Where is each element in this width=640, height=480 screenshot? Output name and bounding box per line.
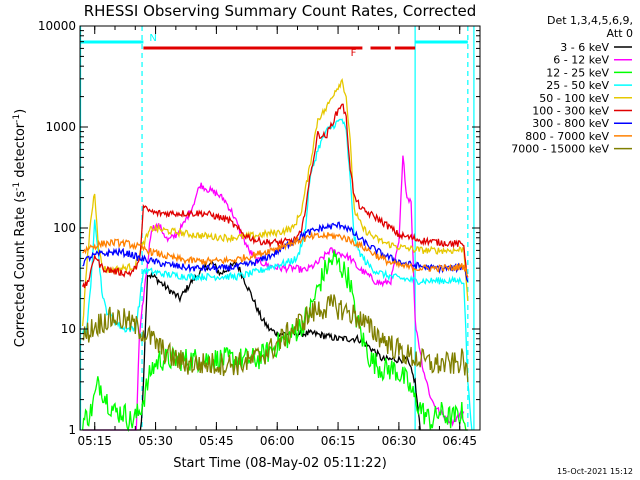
x-tick-label: 05:30	[138, 434, 173, 448]
x-tick-label: 06:45	[442, 434, 477, 448]
series-line	[81, 103, 469, 289]
legend-label: 25 - 50 keV	[546, 79, 609, 92]
y-tick-label: 10	[61, 322, 76, 336]
legend-label: 50 - 100 keV	[539, 92, 609, 105]
y-tick-label: 100	[53, 221, 76, 235]
y-tick-label: 10000	[38, 19, 76, 33]
x-tick-label: 06:00	[260, 434, 295, 448]
legend-label: 300 - 800 keV	[532, 117, 609, 130]
x-axis-label: Start Time (08-May-02 05:11:22)	[173, 456, 387, 471]
x-tick-label: 06:15	[321, 434, 356, 448]
y-axis-label-end: )	[13, 109, 28, 114]
y-axis-label-sup1: -1	[12, 182, 22, 191]
series-line	[81, 250, 468, 433]
footer-date: 15-Oct-2021 15:12	[557, 467, 633, 476]
legend-title: Det 1,3,4,5,6,9,	[547, 14, 633, 27]
series-line	[82, 231, 469, 278]
series-line	[82, 294, 469, 383]
x-tick-label: 06:30	[382, 434, 417, 448]
x-tick-label: 05:45	[199, 434, 234, 448]
y-axis-label-mid: detector	[13, 122, 28, 182]
legend-label: 3 - 6 keV	[560, 41, 609, 54]
legend-label: 800 - 7000 keV	[525, 130, 609, 143]
legend-subtitle: Att 0	[607, 27, 633, 40]
series-line	[81, 118, 473, 431]
legend-label: 7000 - 15000 keV	[511, 143, 609, 156]
series-line	[81, 78, 469, 327]
flag-label: N	[149, 33, 156, 44]
legend-label: 100 - 300 keV	[532, 105, 609, 118]
y-axis-label: Corrected Count Rate (s-1 detector-1)	[12, 109, 28, 347]
x-tick-label: 05:15	[77, 434, 112, 448]
chart-title: RHESSI Observing Summary Count Rates, Co…	[84, 2, 477, 20]
legend-label: 12 - 25 keV	[546, 66, 609, 79]
y-tick-label: 1000	[45, 120, 76, 134]
y-axis-label-sup2: -1	[12, 114, 22, 123]
legend-label: 6 - 12 keV	[553, 54, 609, 67]
flag-label: F	[351, 48, 357, 59]
y-axis-label-main: Corrected Count Rate (s	[13, 191, 28, 348]
y-tick-label: 1	[68, 423, 76, 437]
